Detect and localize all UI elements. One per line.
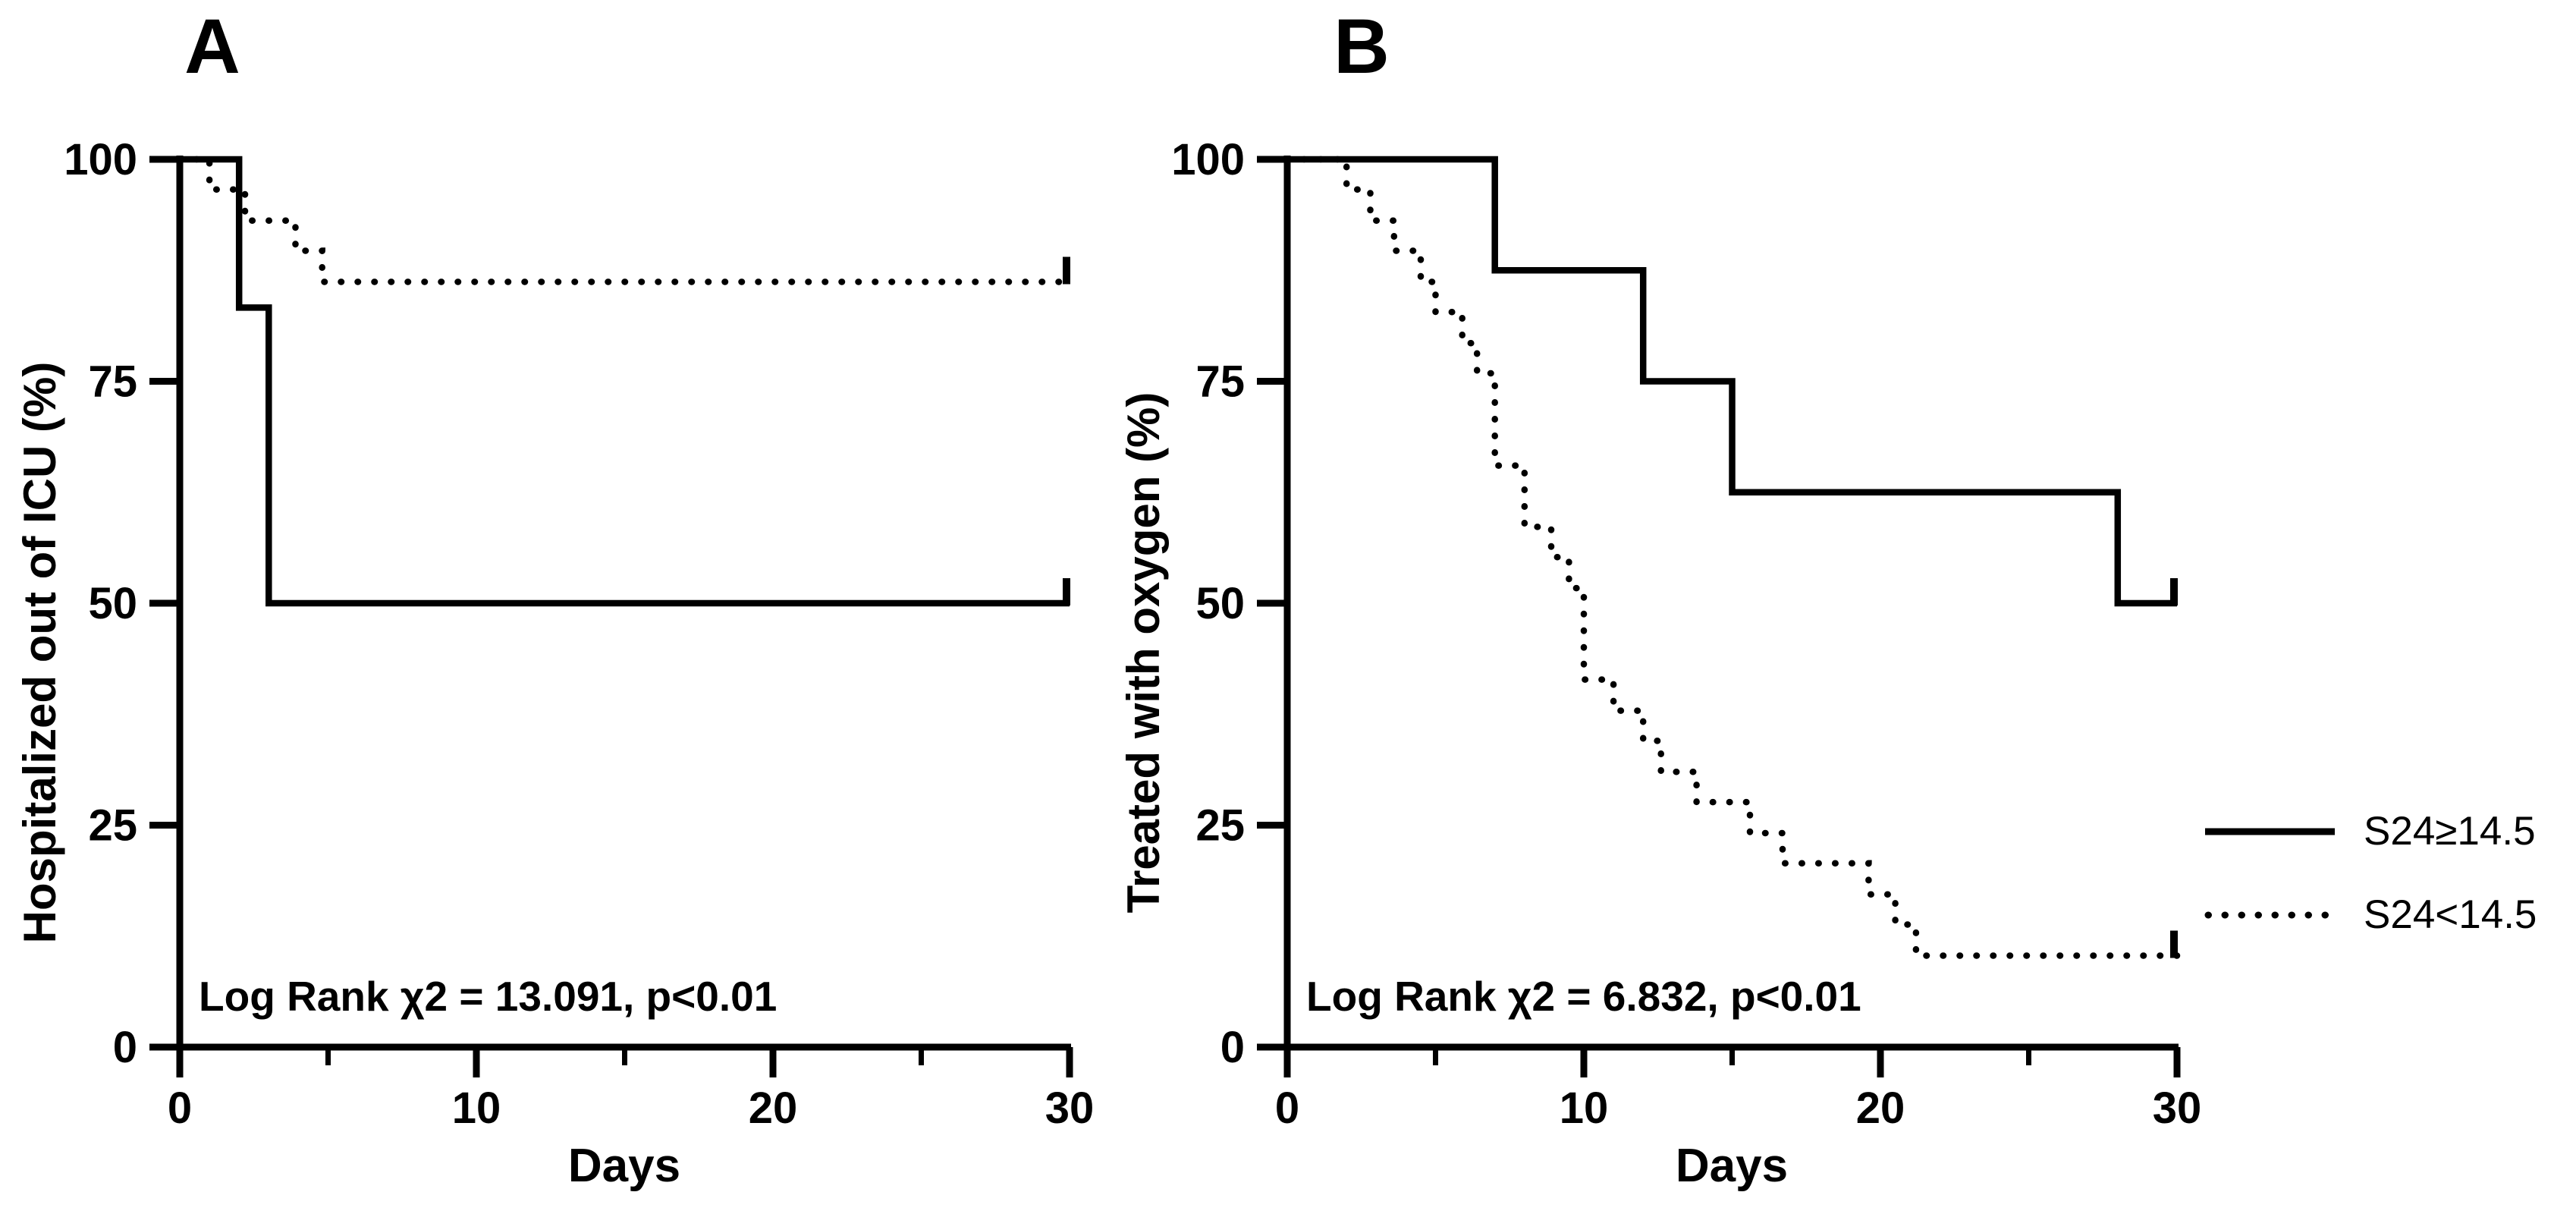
panel-a-km-curve-dotted xyxy=(176,156,1073,285)
panel-b-title: B xyxy=(1334,3,1390,90)
panel-b-x-tick-label: 10 xyxy=(1560,1084,1609,1133)
panel-b-x-axis-label: Days xyxy=(1675,1140,1789,1192)
panel-a-title: A xyxy=(184,3,240,90)
panel-b-y-tick-label: 25 xyxy=(1195,801,1245,851)
dotted-line-sample xyxy=(2204,911,2336,919)
panel-b-km-curve-solid xyxy=(1287,156,2177,607)
panel-a-logrank-annotation: Log Rank χ2 = 13.091, p<0.01 xyxy=(199,973,778,1020)
panel-a-x-tick-label: 30 xyxy=(1045,1084,1095,1133)
panel-a-km-curve-solid xyxy=(180,156,1070,607)
panel-a-y-tick-label: 100 xyxy=(64,135,137,184)
panel-a-y-tick-label: 0 xyxy=(113,1023,137,1072)
panel-b-y-tick-label: 0 xyxy=(1220,1023,1245,1072)
panel-b-x-tick-label: 30 xyxy=(2153,1084,2202,1133)
panel-a-y-tick-label: 25 xyxy=(88,801,137,851)
panel-b-logrank-annotation: Log Rank χ2 = 6.832, p<0.01 xyxy=(1306,973,1861,1020)
panel-a-x-tick-label: 20 xyxy=(749,1084,798,1133)
panel-b-y-axis-label: Treated with oxygen (%) xyxy=(1118,392,1169,914)
panel-a-y-tick-label: 75 xyxy=(88,357,137,407)
panel-b-km-curve-dotted xyxy=(1283,156,2181,959)
solid-line-sample xyxy=(2205,828,2335,835)
legend: S24≥14.5 S24<14.5 xyxy=(2204,806,2560,941)
panel-b-y-tick-label: 100 xyxy=(1171,135,1245,184)
panel-b-x-tick-label: 20 xyxy=(1856,1084,1905,1133)
legend-item-dotted: S24<14.5 xyxy=(2204,889,2560,941)
panel-a-y-axis-label: Hospitalized out of ICU (%) xyxy=(14,361,65,944)
legend-label-solid: S24≥14.5 xyxy=(2364,809,2536,854)
panel-b-x-tick-label: 0 xyxy=(1275,1084,1299,1133)
panel-a-x-tick-label: 0 xyxy=(168,1084,192,1133)
legend-label-dotted: S24<14.5 xyxy=(2364,892,2537,937)
panel-a-y-tick-label: 50 xyxy=(88,579,137,628)
panel-b-y-tick-label: 75 xyxy=(1195,357,1245,407)
panel-b-y-tick-label: 50 xyxy=(1195,579,1245,628)
legend-item-solid: S24≥14.5 xyxy=(2204,806,2560,857)
panel-a-x-axis-label: Days xyxy=(567,1140,681,1192)
panel-a-x-tick-label: 10 xyxy=(452,1084,501,1133)
